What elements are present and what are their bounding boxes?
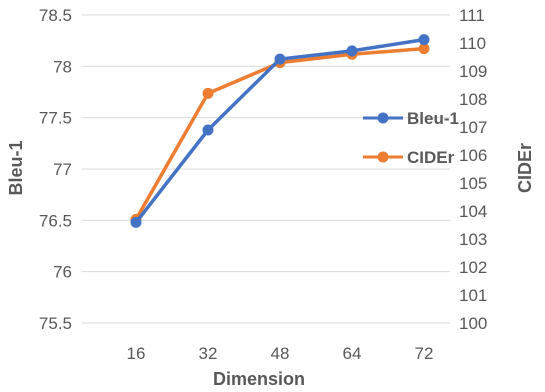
left-y-axis-ticks: 78.5 78 77.5 77 76.5 76 75.5 xyxy=(39,6,72,333)
x-tick-label: 64 xyxy=(343,344,362,363)
right-y-axis-ticks: 111 110 109 108 107 106 105 104 103 102 101 100 xyxy=(459,6,487,333)
left-tick-label: 75.5 xyxy=(39,314,72,333)
left-tick-label: 76 xyxy=(53,263,72,282)
legend-marker-bleu1 xyxy=(377,112,389,124)
right-tick-label: 100 xyxy=(459,314,487,333)
data-point-cider xyxy=(418,43,430,55)
x-axis-ticks: 16 32 48 64 72 xyxy=(127,344,434,363)
right-tick-label: 102 xyxy=(459,258,487,277)
x-tick-label: 32 xyxy=(199,344,218,363)
right-y-axis-title: CIDEr xyxy=(515,143,535,193)
right-tick-label: 109 xyxy=(459,62,487,81)
series-lines xyxy=(130,34,430,228)
legend-marker-cider xyxy=(377,151,389,163)
left-tick-label: 76.5 xyxy=(39,211,72,230)
right-tick-label: 106 xyxy=(459,146,487,165)
data-point-bleu1 xyxy=(418,34,430,46)
left-tick-label: 78.5 xyxy=(39,6,72,25)
left-tick-label: 77 xyxy=(53,160,72,179)
x-tick-label: 16 xyxy=(127,344,146,363)
right-tick-label: 111 xyxy=(459,6,485,25)
series-line-cider xyxy=(134,46,425,221)
x-tick-label: 72 xyxy=(415,344,434,363)
legend-label-bleu1: Bleu-1 xyxy=(407,109,459,128)
right-tick-label: 107 xyxy=(459,118,487,137)
data-point-bleu1 xyxy=(274,53,286,65)
right-tick-label: 108 xyxy=(459,90,487,109)
left-tick-label: 78 xyxy=(53,57,72,76)
data-point-bleu1 xyxy=(202,124,214,136)
right-tick-label: 110 xyxy=(459,34,486,53)
data-point-bleu1 xyxy=(130,216,142,228)
right-tick-label: 105 xyxy=(459,174,487,193)
data-point-bleu1 xyxy=(346,45,358,57)
right-tick-label: 103 xyxy=(459,230,487,249)
right-tick-label: 104 xyxy=(459,202,487,221)
legend: Bleu-1 CIDEr xyxy=(363,109,459,167)
legend-label-cider: CIDEr xyxy=(407,148,455,167)
gridlines xyxy=(82,14,450,324)
right-tick-label: 101 xyxy=(459,286,487,305)
left-y-axis-title: Bleu-1 xyxy=(6,140,26,195)
left-tick-label: 77.5 xyxy=(39,109,72,128)
x-tick-label: 48 xyxy=(271,344,290,363)
legend-item-cider: CIDEr xyxy=(363,148,455,167)
x-axis-title: Dimension xyxy=(213,369,305,389)
data-point-cider xyxy=(202,87,214,99)
legend-item-bleu1: Bleu-1 xyxy=(363,109,459,128)
